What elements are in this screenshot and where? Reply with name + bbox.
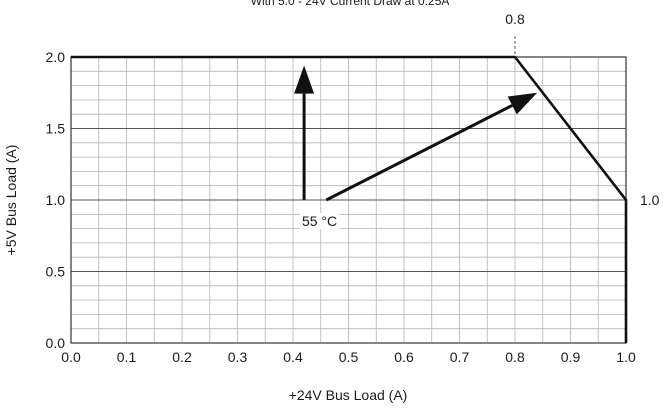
x-tick-label: 1.0 [616,349,636,365]
series-layer [71,55,628,343]
x-tick-label: 0.4 [283,349,303,365]
chart-title: With 5.0 - 24V Current Draw at 0.25A [251,0,450,8]
y-tick-label: 1.0 [46,192,66,208]
x-tick-label: 0.0 [61,349,81,365]
y-tick-label: 2.0 [46,49,66,65]
annotation-bg [299,213,340,230]
chart-title-group: With 5.0 - 24V Current Draw at 0.25A [251,0,450,8]
x-tick-label: 0.3 [228,349,248,365]
x-tick-label: 0.9 [561,349,581,365]
x-tick-label: 0.5 [339,349,359,365]
x-tick-label: 0.6 [394,349,414,365]
y-tick-label: 0.5 [46,264,66,280]
y-tick-label: 1.5 [46,121,66,137]
arrow-shaft-1 [325,104,513,202]
x-axis-label: +24V Bus Load (A) [289,387,408,403]
annotation-layer: 55 °C 0.8 1.0 [299,11,660,230]
y-axis-label: +5V Bus Load (A) [3,145,19,256]
annotation-label: 55 °C [302,213,337,229]
arrow-layer [294,65,538,202]
x-tick-label: 0.7 [450,349,470,365]
x-tick-label: 0.2 [172,349,192,365]
x-tick-label: 0.8 [505,349,525,365]
x-tick-labels: 0.0 0.1 0.2 0.3 0.4 0.5 0.6 0.7 0.8 0.9 1.0 [61,349,636,365]
annotation-label: 1.0 [640,192,660,208]
x-tick-label: 0.1 [117,349,137,365]
y-tick-labels: 0.0 0.5 1.0 1.5 2.0 [46,49,66,351]
arrow-head-1 [507,92,538,115]
arrow-head-0 [294,65,315,94]
y-tick-label: 0.0 [46,335,66,351]
annotation-label: 0.8 [505,11,525,27]
series-line-0 [71,55,628,343]
